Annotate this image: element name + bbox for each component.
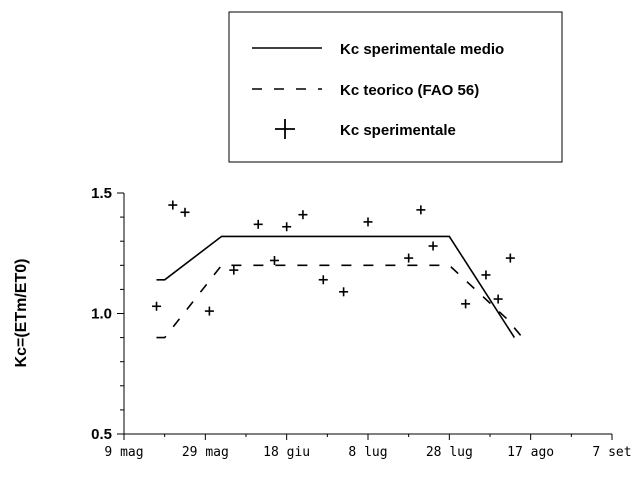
data-point-marker bbox=[416, 205, 426, 215]
data-point-marker bbox=[269, 255, 279, 265]
legend-label-teorico: Kc teorico (FAO 56) bbox=[340, 82, 479, 99]
data-point-marker bbox=[339, 287, 349, 297]
x-tick-label: 18 giu bbox=[263, 445, 310, 460]
data-point-marker bbox=[168, 200, 178, 210]
y-tick-label: 1.5 bbox=[91, 185, 112, 202]
legend-swatch-marker bbox=[275, 119, 295, 139]
series-line-medio bbox=[156, 235, 516, 339]
legend-label-medio: Kc sperimentale medio bbox=[340, 41, 504, 58]
data-point-marker bbox=[505, 253, 515, 263]
x-tick-label: 28 lug bbox=[426, 445, 473, 460]
data-point-marker bbox=[428, 241, 438, 251]
data-point-marker bbox=[493, 294, 503, 304]
x-tick-label: 29 mag bbox=[182, 445, 229, 460]
data-point-marker bbox=[282, 222, 292, 232]
data-point-marker bbox=[152, 301, 162, 311]
y-tick-label: 0.5 bbox=[91, 426, 112, 443]
data-point-marker bbox=[318, 275, 328, 285]
x-tick-label: 7 set bbox=[592, 445, 631, 460]
data-point-marker bbox=[298, 210, 308, 220]
data-point-marker bbox=[204, 306, 214, 316]
legend-label-sperimentale: Kc sperimentale bbox=[340, 122, 456, 139]
data-point-marker bbox=[253, 219, 263, 229]
data-point-marker bbox=[363, 217, 373, 227]
data-point-marker bbox=[229, 265, 239, 275]
data-point-marker bbox=[180, 207, 190, 217]
x-tick-label: 9 mag bbox=[104, 445, 143, 460]
data-point-marker bbox=[481, 270, 491, 280]
data-point-marker bbox=[404, 253, 414, 263]
y-tick-label: 1.0 bbox=[91, 306, 112, 323]
series-layer bbox=[152, 200, 524, 339]
data-point-marker bbox=[461, 299, 471, 309]
y-ticks: 0.5 1.0 1.5 bbox=[91, 185, 124, 443]
x-ticks: 9 mag 29 mag 18 giu 8 lug 28 lug 17 ago 7 set bbox=[104, 434, 632, 460]
y-axis-title: Kc=(ETm/ET0) bbox=[13, 259, 30, 368]
x-tick-label: 17 ago bbox=[507, 445, 554, 460]
x-tick-label: 8 lug bbox=[348, 445, 387, 460]
series-line-teorico bbox=[156, 264, 524, 339]
legend: Kc sperimentale medio Kc teorico (FAO 56… bbox=[228, 11, 563, 163]
